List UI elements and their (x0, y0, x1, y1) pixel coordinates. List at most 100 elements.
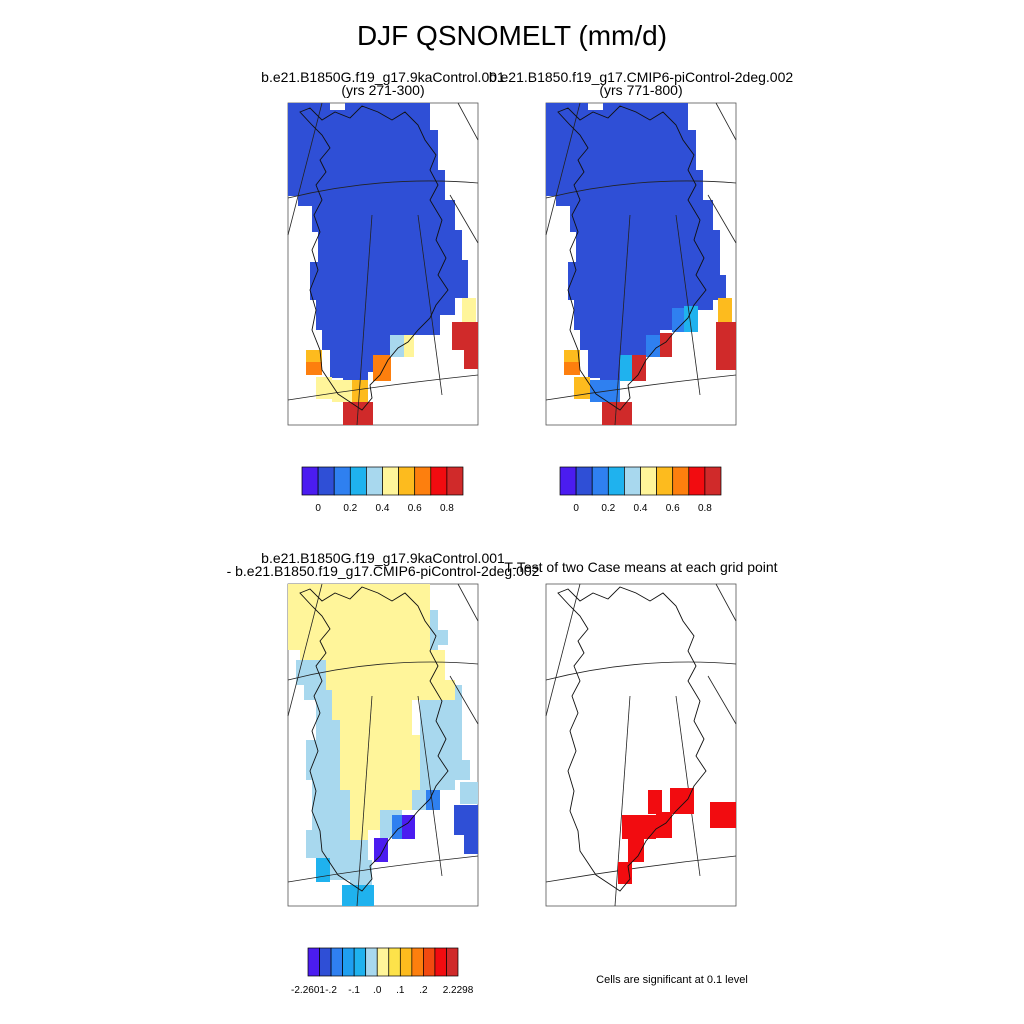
colorbar-swatch (342, 947, 355, 977)
panel2-title-line1: b.e21.B1850.f19_g17.CMIP6-piControl-2deg… (488, 69, 794, 85)
panel2-title-line2: (yrs 771-800) (599, 82, 683, 98)
panel2-latitude-line (545, 374, 737, 401)
panel2-cell (632, 355, 646, 381)
panel4-meridian (545, 583, 581, 717)
colorbar-swatch (423, 947, 436, 977)
panel3-title-line2: - b.e21.B1850.f19_g17.CMIP6-piControl-2d… (226, 563, 540, 579)
colorbar-swatch (317, 466, 335, 496)
panel3-cell (392, 815, 402, 839)
panel3-title-line1: b.e21.B1850G.f19_g17.9kaControl.001 (261, 550, 505, 566)
colorbar-swatch (399, 947, 413, 977)
colorbar-tick-label: 0.4 (633, 503, 648, 514)
panel3-meridian (449, 675, 479, 725)
panel1-meridian (417, 214, 443, 396)
colorbar-swatch (430, 466, 448, 496)
colorbar-swatch (704, 466, 722, 496)
panel1-cell (332, 380, 352, 402)
colorbar-swatch (607, 466, 625, 496)
panel3-diff-field-positive (288, 584, 455, 860)
panel1-meridian (356, 214, 373, 426)
panel4-latitude-line (545, 855, 737, 883)
colorbar-swatch (446, 947, 459, 977)
colorbar-swatch (591, 466, 609, 496)
panel1-cell (464, 345, 478, 369)
colorbar-swatch (333, 466, 351, 496)
colorbar-swatch (414, 466, 432, 496)
panel2-cell (716, 322, 736, 370)
colorbar-swatch (688, 466, 706, 496)
colorbar-tick-label: 0.6 (407, 503, 422, 514)
panel4-significant-cell (618, 862, 632, 884)
panel3-cell (374, 838, 388, 862)
panel4-significant-cell (656, 812, 672, 838)
panel1-snowmelt-field (288, 103, 468, 380)
colorbar-swatch (398, 466, 416, 496)
panel1-cell (373, 355, 391, 381)
colorbar-swatch (434, 947, 447, 977)
colorbar-tick-label: 0.4 (375, 503, 390, 514)
panel4-significant-cell (710, 802, 736, 828)
panel1-latitude-line (287, 374, 479, 401)
colorbar-tick-label: -.2 (325, 985, 337, 996)
colorbar-swatch (307, 947, 320, 977)
colorbar-tick-label: 0.6 (665, 503, 680, 514)
colorbar-swatch (365, 947, 378, 977)
panel3-meridian (457, 583, 479, 622)
colorbar-tick-label: 0.8 (697, 503, 712, 514)
panel1-cell (390, 335, 404, 357)
panel2-cell (646, 335, 660, 357)
panel2-map (545, 102, 737, 426)
colorbar-swatch (559, 466, 577, 496)
panel4-title-line1: T-Test of two Case means at each grid po… (504, 559, 778, 575)
colorbar-tick-label: .0 (373, 985, 382, 996)
panel1-title-line1: b.e21.B1850G.f19_g17.9kaControl.001 (261, 69, 505, 85)
colorbar-swatch (575, 466, 593, 496)
panel1-cell (316, 377, 332, 399)
panel3-coastline (299, 586, 449, 892)
panel3-cell (402, 815, 415, 839)
panel4-meridian (614, 695, 631, 907)
panel1-cell (404, 335, 414, 357)
panel1-meridian (449, 194, 479, 244)
colorbar-swatch (411, 947, 424, 977)
colorbar-tick-label: -.1 (348, 985, 360, 996)
panel3-cell (306, 830, 320, 856)
panel2-cell (574, 377, 590, 399)
colorbar-difference (307, 947, 459, 977)
panel4-significant-cell (628, 838, 644, 862)
panel3-cell (316, 858, 330, 882)
colorbar-tick-label: -2.2601 (291, 985, 325, 996)
colorbar-swatch (376, 947, 390, 977)
panel2-cell (718, 298, 732, 322)
panel4-coastline (557, 586, 707, 892)
panel3-map (287, 583, 479, 907)
colorbar-swatch (319, 947, 332, 977)
colorbar-swatch (349, 466, 367, 496)
panel2-cell (564, 350, 580, 362)
panel3-meridian (417, 695, 443, 877)
panel1-coastline (299, 105, 449, 411)
panel3-diff-field-negative (412, 685, 470, 810)
colorbar-tick-label: .2 (419, 985, 428, 996)
panel3-latitude-line (287, 855, 479, 883)
panel2-latitude-line (545, 180, 737, 199)
panel4-significant-cell (670, 788, 694, 814)
panel3-meridian (287, 583, 323, 717)
panel2-cell (602, 402, 632, 425)
colorbar-tick-label: 0.2 (601, 503, 616, 514)
colorbar-tick-label: 0.2 (343, 503, 358, 514)
panel1-latitude-line (287, 180, 479, 199)
panel3-latitude-line (287, 661, 479, 681)
panel3-cell (464, 830, 478, 854)
panel1-meridian (457, 102, 479, 141)
panel2-cell (684, 306, 698, 332)
panel2-meridian (675, 214, 701, 396)
colorbar-swatch (624, 466, 641, 496)
panel4-meridian (675, 695, 701, 877)
colorbar-tick-label: 0 (573, 503, 579, 514)
colorbar-tick-label: 2.2298 (442, 985, 474, 996)
panel1-meridian (287, 102, 323, 236)
panel4-meridian (707, 675, 737, 725)
panel4-latitude-line (545, 661, 737, 681)
panel1-title-line2: (yrs 271-300) (341, 82, 425, 98)
